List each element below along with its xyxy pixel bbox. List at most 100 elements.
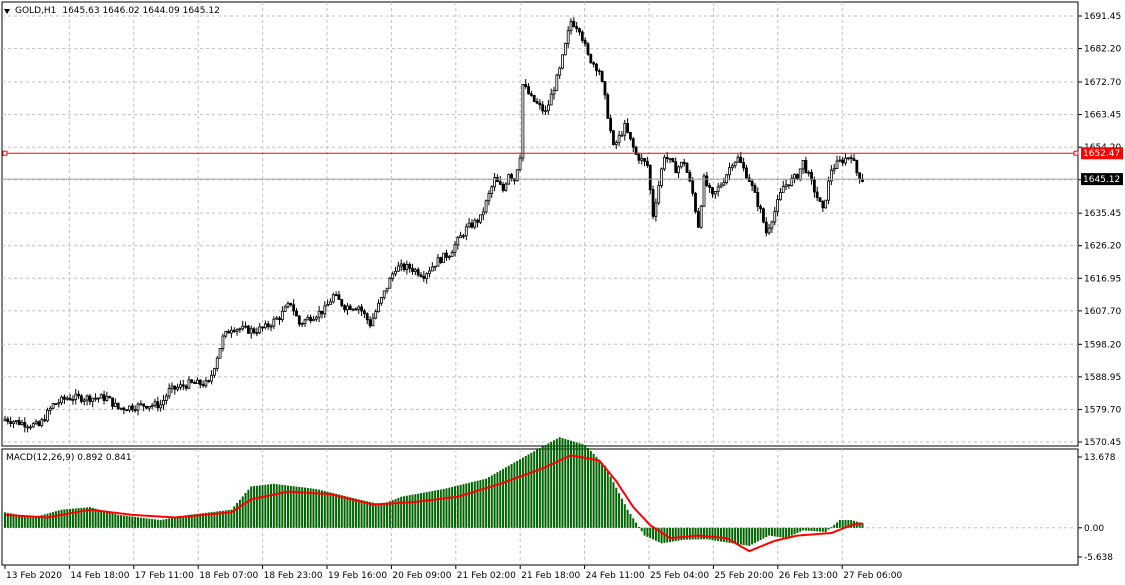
- macd-bar: [403, 496, 406, 528]
- candle-body: [255, 332, 259, 335]
- candle-body: [128, 405, 131, 411]
- candle-body: [541, 104, 545, 112]
- macd-bar: [567, 439, 570, 528]
- macd-bar: [128, 516, 131, 528]
- macd-bar: [742, 527, 745, 546]
- macd-bar: [377, 503, 380, 528]
- macd-bar: [168, 518, 171, 528]
- macd-bar: [844, 520, 847, 528]
- y-tick-label: 1663.45: [1084, 111, 1121, 121]
- candle-body: [572, 20, 576, 27]
- macd-bar: [165, 519, 168, 528]
- macd-bar: [187, 514, 190, 528]
- candle-body: [730, 165, 734, 169]
- candle-body: [422, 275, 426, 279]
- macd-bar: [309, 488, 312, 528]
- candle-body: [365, 313, 369, 321]
- macd-bar: [453, 486, 456, 528]
- macd-bar: [442, 488, 445, 528]
- macd-bar: [352, 497, 355, 528]
- macd-bar: [32, 517, 35, 528]
- candle-body: [246, 325, 250, 334]
- candle-body: [374, 311, 378, 319]
- candle-body: [787, 184, 791, 187]
- candle-body: [280, 310, 284, 321]
- macd-bar: [230, 509, 233, 528]
- candle-body: [711, 187, 714, 195]
- candle-body: [145, 405, 148, 409]
- macd-bar: [725, 527, 728, 543]
- candle-body: [691, 180, 695, 194]
- candle-body: [824, 199, 828, 209]
- candle-body: [481, 211, 485, 216]
- candle-body: [314, 316, 318, 320]
- macd-bar: [768, 527, 771, 536]
- macd-bar: [635, 522, 638, 528]
- macd-bar: [816, 527, 819, 532]
- macd-bar: [151, 519, 154, 528]
- macd-bar: [176, 516, 179, 528]
- candle-body: [702, 175, 706, 207]
- candle-body: [399, 263, 403, 267]
- macd-bar: [821, 527, 824, 532]
- candle-body: [179, 384, 182, 388]
- candle-body: [167, 388, 171, 397]
- macd-bar: [57, 510, 60, 528]
- x-tick-label: 27 Feb 06:00: [843, 571, 902, 581]
- candle-body: [776, 199, 779, 212]
- macd-bar: [244, 493, 247, 528]
- macd-bar: [459, 484, 462, 528]
- symbol-label: GOLD,H1: [15, 6, 57, 16]
- candle-body: [278, 317, 281, 321]
- macd-bar: [827, 527, 830, 530]
- candle-body: [402, 263, 406, 271]
- candle-body: [764, 221, 768, 234]
- macd-bar: [674, 527, 677, 542]
- macd-bar: [521, 457, 524, 528]
- macd-bar: [54, 511, 57, 528]
- candle-body: [538, 102, 542, 106]
- macd-bar: [620, 498, 623, 528]
- candle-body: [705, 175, 709, 186]
- candle-body: [445, 252, 448, 258]
- macd-bar: [374, 503, 377, 528]
- candle-body: [419, 274, 423, 277]
- macd-bar: [572, 441, 575, 528]
- candle-body: [490, 186, 494, 194]
- macd-bar: [264, 484, 267, 528]
- candle-body: [855, 160, 859, 174]
- candle-body: [337, 294, 341, 300]
- candle-body: [555, 74, 559, 91]
- macd-bar: [524, 455, 527, 528]
- macd-bar: [836, 522, 839, 528]
- macd-bar: [762, 527, 765, 539]
- candle-body: [193, 381, 197, 384]
- macd-bar: [564, 438, 567, 528]
- macd-bar: [731, 527, 734, 544]
- candle-body: [640, 158, 644, 161]
- macd-bar: [281, 484, 284, 528]
- macd-bar: [612, 482, 615, 528]
- triangle-down-icon[interactable]: [4, 8, 10, 14]
- candle-body: [297, 315, 301, 325]
- candle-body: [269, 325, 273, 328]
- candle-body: [14, 420, 18, 423]
- candle-body: [221, 335, 225, 349]
- candle-body: [592, 62, 596, 65]
- macd-bar: [219, 511, 222, 528]
- candle-body: [549, 93, 553, 106]
- macd-bar: [462, 484, 465, 528]
- macd-bar: [216, 511, 219, 528]
- macd-bar: [29, 516, 32, 528]
- macd-bar: [717, 527, 720, 542]
- macd-bar: [499, 470, 502, 528]
- candle-body: [546, 104, 550, 112]
- macd-bar: [688, 527, 691, 540]
- ohlc-values: 1645.63 1646.02 1644.09 1645.12: [62, 6, 220, 16]
- macd-bar: [782, 527, 785, 538]
- y-tick-label: 13.678: [1084, 453, 1116, 463]
- macd-bar: [380, 504, 383, 528]
- macd-bar: [804, 527, 807, 531]
